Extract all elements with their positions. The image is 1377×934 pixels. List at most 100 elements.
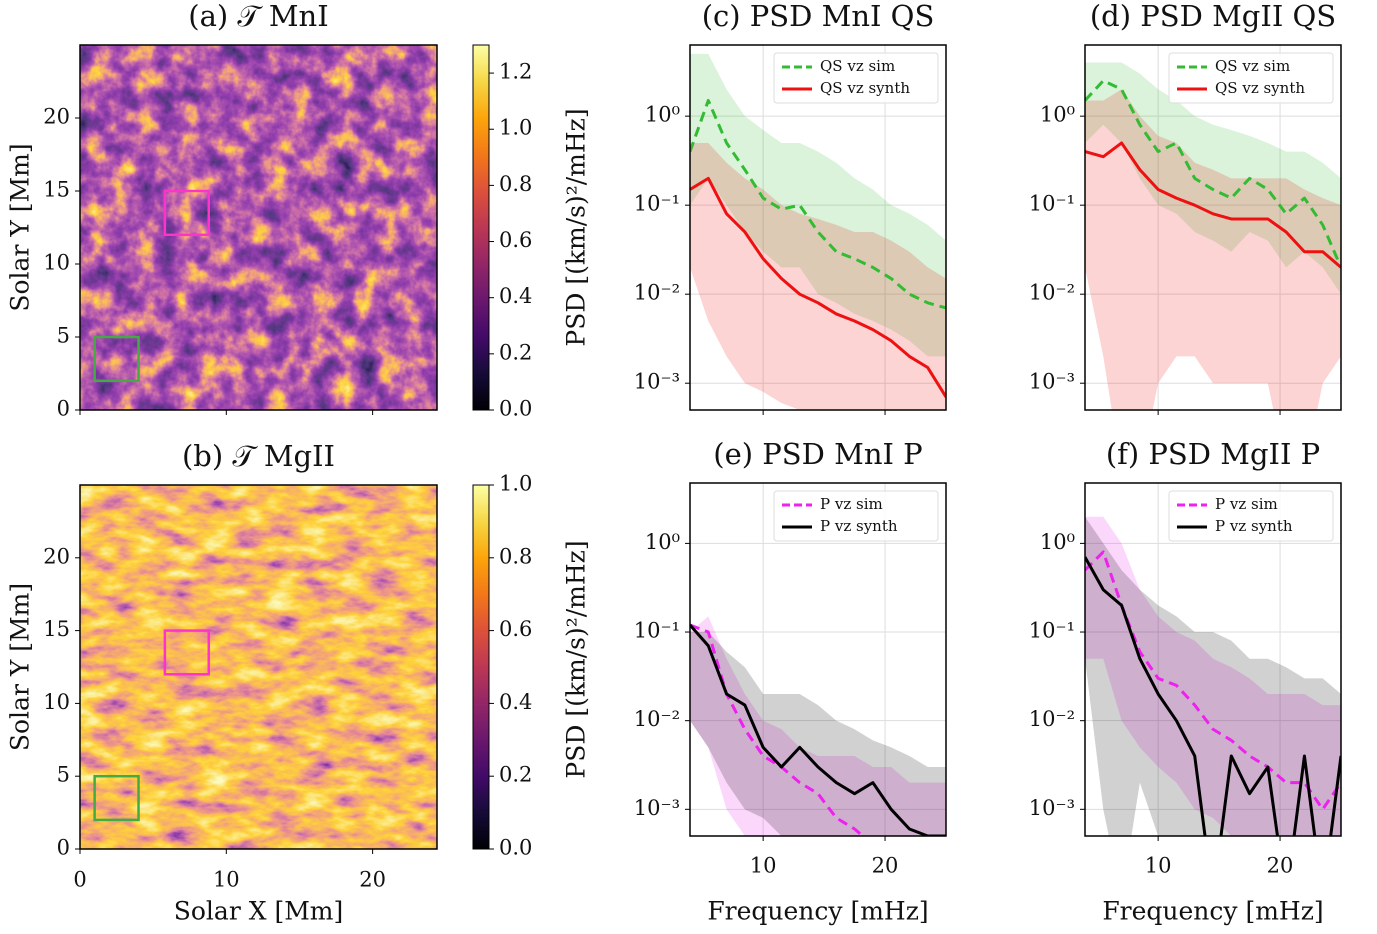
axes-frame: [1084, 44, 1342, 411]
y-tick-label: 10⁰: [1040, 103, 1075, 127]
legend-box: [1168, 52, 1334, 104]
plot-area: [690, 616, 946, 836]
panel-title: (e) PSD MnI P: [713, 437, 922, 471]
y-tick-label: 15: [43, 617, 70, 641]
y-tick-label: 10⁻¹: [634, 619, 680, 643]
legend-label: QS vz sim: [820, 57, 895, 75]
panel-title: (a) 𝒯 MnI: [188, 0, 328, 33]
y-tick-label: 10: [43, 690, 70, 714]
y-tick-label: 20: [43, 544, 70, 568]
panel-title: (f) PSD MgII P: [1106, 437, 1320, 471]
legend-label: P vz sim: [820, 495, 883, 513]
region-box: [163, 629, 211, 676]
legend-box: [1168, 490, 1334, 542]
y-tick-label: 10⁻²: [1029, 707, 1075, 731]
line: [690, 624, 946, 836]
plot-area: [690, 53, 946, 410]
colorbar-tick-label: 0.6: [499, 228, 532, 252]
band: [690, 616, 946, 836]
x-tick-label: 20: [872, 854, 899, 878]
band: [1085, 89, 1341, 410]
legend-label: QS vz sim: [1215, 57, 1290, 75]
x-tick-label: 10: [213, 868, 240, 892]
x-axis-label: Frequency [mHz]: [707, 897, 928, 926]
y-tick-label: 10⁰: [1040, 530, 1075, 554]
legend-label: P vz sim: [1215, 495, 1278, 513]
plot-area: [1085, 516, 1341, 836]
colorbar-tick-label: 1.0: [499, 116, 532, 140]
y-tick-label: 5: [57, 324, 70, 348]
heatmap-image: [80, 45, 437, 410]
axes-frame: [1084, 482, 1342, 837]
y-tick-label: 10⁻²: [1029, 281, 1075, 305]
colorbar-tick-label: 0.2: [499, 340, 532, 364]
axes-frame: [689, 482, 947, 837]
y-tick-label: 10⁰: [645, 103, 680, 127]
line: [690, 623, 866, 836]
colorbar-tick-label: 0.0: [499, 397, 532, 421]
legend-label: P vz synth: [820, 517, 898, 535]
y-tick-label: 10⁻³: [1029, 796, 1075, 820]
region-box: [93, 335, 140, 383]
colorbar: [472, 44, 490, 411]
colorbar-tick-label: 0.8: [499, 172, 532, 196]
region-box: [163, 189, 211, 237]
y-tick-label: 10⁻¹: [1029, 619, 1075, 643]
colorbar: [472, 484, 490, 850]
axes-frame: [79, 44, 438, 411]
axes-frame: [689, 44, 947, 411]
y-tick-label: 10⁻³: [1029, 370, 1075, 394]
y-tick-label: 0: [57, 397, 70, 421]
band: [690, 142, 946, 410]
y-tick-label: 10⁰: [645, 530, 680, 554]
line: [690, 176, 946, 398]
colorbar-tick-label: 0.8: [499, 544, 532, 568]
line: [1085, 556, 1341, 836]
y-tick-label: 10⁻¹: [1029, 192, 1075, 216]
band: [1085, 516, 1341, 836]
y-tick-label: 10⁻¹: [634, 192, 680, 216]
region-box: [93, 774, 140, 822]
x-tick-label: 10: [1145, 854, 1172, 878]
y-axis-label: PSD [(km/s)²/mHz]: [562, 540, 591, 778]
y-axis-label: Solar Y [Mm]: [6, 143, 35, 311]
legend-box: [773, 490, 939, 542]
y-axis-label: Solar Y [Mm]: [6, 583, 35, 751]
plot-area: [1085, 62, 1341, 410]
legend-label: QS vz synth: [1215, 79, 1305, 97]
legend-label: P vz synth: [1215, 517, 1293, 535]
y-tick-label: 0: [57, 836, 70, 860]
y-tick-label: 15: [43, 178, 70, 202]
line: [690, 98, 946, 310]
y-axis-label: PSD [(km/s)²/mHz]: [562, 108, 591, 346]
band: [1085, 62, 1341, 295]
y-tick-label: 10: [43, 251, 70, 275]
colorbar-tick-label: 1.0: [499, 472, 532, 496]
x-tick-label: 0: [73, 868, 86, 892]
x-axis-label: Frequency [mHz]: [1102, 897, 1323, 926]
y-tick-label: 5: [57, 763, 70, 787]
y-tick-label: 10⁻³: [634, 796, 680, 820]
colorbar-tick-label: 0.4: [499, 284, 532, 308]
y-tick-label: 10⁻³: [634, 370, 680, 394]
panel-title: (c) PSD MnI QS: [702, 0, 935, 33]
line: [1085, 79, 1341, 268]
band: [690, 632, 946, 836]
line: [1085, 141, 1341, 269]
colorbar-tick-label: 0.0: [499, 836, 532, 860]
colorbar-tick-label: 0.4: [499, 690, 532, 714]
axes-frame: [79, 484, 438, 850]
panel-title: (b) 𝒯 MgII: [182, 439, 335, 473]
x-tick-label: 10: [750, 854, 777, 878]
legend-box: [773, 52, 939, 104]
colorbar-tick-label: 0.2: [499, 763, 532, 787]
band: [690, 53, 946, 357]
colorbar-tick-label: 1.2: [499, 60, 532, 84]
x-axis-label: Solar X [Mm]: [174, 897, 344, 926]
band: [1085, 516, 1341, 836]
x-tick-label: 20: [359, 868, 386, 892]
colorbar-tick-label: 0.6: [499, 617, 532, 641]
y-tick-label: 10⁻²: [634, 281, 680, 305]
y-tick-label: 10⁻²: [634, 707, 680, 731]
